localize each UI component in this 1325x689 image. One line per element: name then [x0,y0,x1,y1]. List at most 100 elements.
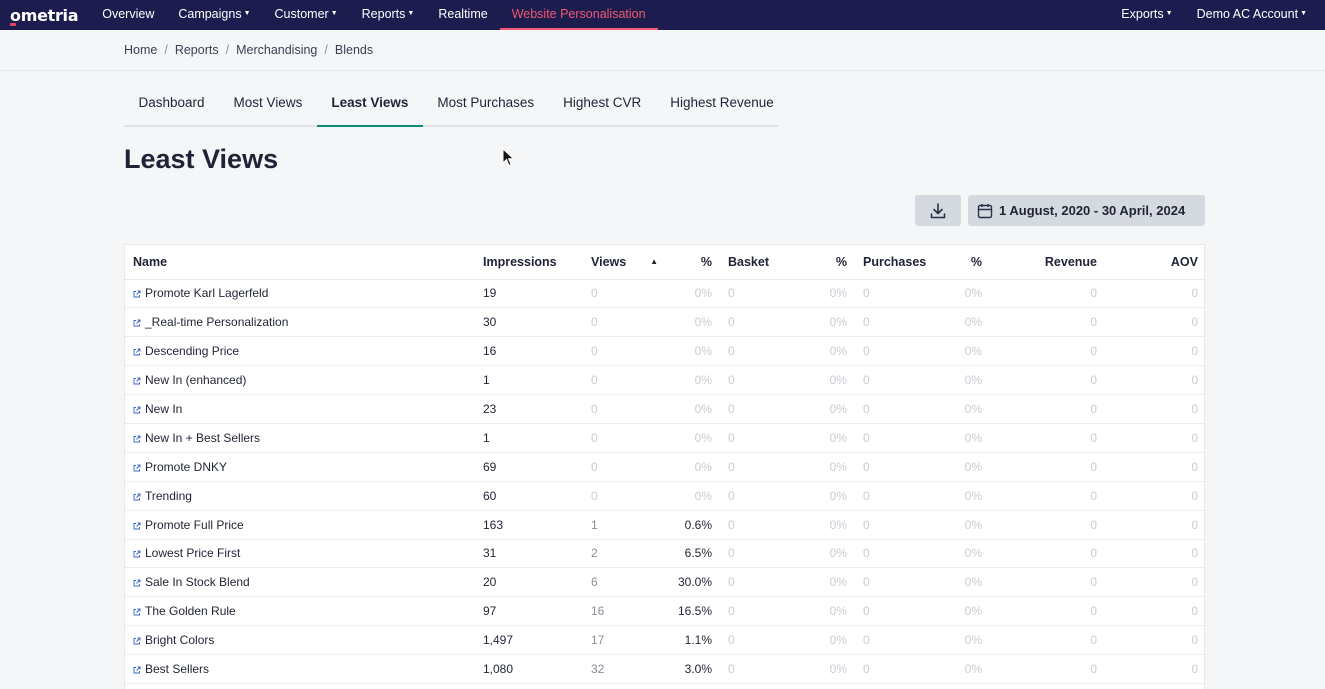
external-link-icon [133,608,141,616]
breadcrumb-item-blends: Blends [334,43,374,57]
breadcrumb-item-merchandising[interactable]: Merchandising [236,43,318,57]
sort-ascending-icon[interactable]: ▲ [650,256,658,266]
blend-link[interactable]: Lowest Price First [133,546,240,560]
cell-purchases: 0 [855,567,935,598]
nav-item-label: Demo AC Account [1196,7,1299,21]
column-header-purchases[interactable]: Purchases [855,245,935,280]
cell-name: New In [125,394,475,424]
column-header-revenue[interactable]: Revenue [990,245,1105,280]
blend-link[interactable]: Promote Karl Lagerfeld [133,286,268,300]
cell-purchases: 0 [855,452,935,482]
cell-basket-percent: 0% [800,625,855,656]
blend-link[interactable]: Promote Full Price [133,518,244,532]
nav-item-exports[interactable]: Exports ▼ [1109,0,1184,30]
ometria-logo[interactable]: ometria [10,6,79,25]
tab-most-purchases[interactable]: Most Purchases [437,95,535,110]
nav-item-overview[interactable]: Overview [90,0,166,30]
column-header-views[interactable]: Views ▲ [583,245,666,280]
external-link-icon [133,290,141,298]
column-header-basket[interactable]: Basket [720,245,800,280]
nav-item-realtime[interactable]: Realtime [426,0,499,30]
tab-least-views[interactable]: Least Views [316,82,423,127]
tab-highest-revenue[interactable]: Highest Revenue [670,95,774,110]
cell-basket: 0 [720,307,800,338]
cell-purchases-percent: 0% [935,481,990,511]
cell-revenue: 0 [990,625,1105,656]
cell-views-percent: 0.6% [666,510,720,540]
cell-basket: 0 [720,625,800,656]
tab-dashboard[interactable]: Dashboard [138,95,205,110]
blend-link[interactable]: New In (enhanced) [133,373,246,387]
cell-views-percent: 0% [666,481,720,511]
blend-link[interactable]: Sale In Stock Blend [133,575,250,589]
column-header-purchases-percent[interactable]: % [935,245,990,280]
external-link-icon [133,319,141,327]
breadcrumb-item-reports[interactable]: Reports [174,43,219,57]
cell-purchases: 0 [855,481,935,511]
column-header-name[interactable]: Name [125,245,475,280]
table-row: Bright Colors 1,497 17 1.1% 0 0% 0 0% 0 0 [125,625,1206,656]
cell-purchases: 0 [855,279,935,309]
blend-link[interactable]: Trending [133,489,192,503]
report-tabs: Dashboard Most Views Least Views Most Purch… [124,82,778,127]
cell-views: 0 [583,336,666,367]
blend-link[interactable]: New In + Best Sellers [133,431,260,445]
cell-aov: 0 [1105,365,1206,396]
table-row: New In + Best Sellers 1 0 0% 0 0% 0 0% 0 0 [125,423,1206,453]
cell-purchases: 0 [855,365,935,396]
table-row: New In 23 0 0% 0 0% 0 0% 0 0 [125,394,1206,424]
blend-link[interactable]: Bright Colors [133,633,214,647]
cell-basket-percent: 0% [800,336,855,367]
cell-revenue: 0 [990,336,1105,367]
cell-revenue: 0 [990,510,1105,540]
nav-item-demo-ac-account[interactable]: Demo AC Account ▼ [1185,0,1319,30]
external-link-icon [133,637,141,645]
caret-down-icon: ▼ [407,10,415,17]
column-header-label: % [835,254,847,269]
blend-name: Sale In Stock Blend [145,575,250,590]
tab-most-views[interactable]: Most Views [233,95,303,110]
blend-link[interactable]: Promote DNKY [133,460,227,474]
column-header-aov[interactable]: AOV [1105,245,1206,280]
nav-item-label: Realtime [438,7,488,21]
nav-item-customer[interactable]: Customer ▼ [263,0,350,30]
cell-impressions: 1,080 [475,654,583,684]
cell-aov: 0 [1105,423,1206,453]
tab-highest-cvr[interactable]: Highest CVR [563,95,642,110]
nav-item-label: Overview [102,7,155,21]
cell-revenue: 0 [990,596,1105,627]
table-row: New In (enhanced) 1 0 0% 0 0% 0 0% 0 0 [125,365,1206,396]
column-header-impressions[interactable]: Impressions [475,245,583,280]
download-button[interactable] [915,195,961,226]
blend-link[interactable]: _Real-time Personalization [133,315,288,329]
column-header-basket-percent[interactable]: % [800,245,855,280]
blend-link[interactable]: Descending Price [133,344,239,358]
cell-name: New In (enhanced) [125,365,475,396]
blend-link[interactable]: The Golden Rule [133,604,236,618]
nav-item-website-personalisation[interactable]: Website Personalisation [499,0,658,30]
nav-item-campaigns[interactable]: Campaigns ▼ [166,0,262,30]
breadcrumb-item-home[interactable]: Home [124,43,158,57]
cell-views-percent: 16.5% [666,596,720,627]
cell-name: Promote Full Price [125,510,475,540]
cell-views: 0 [583,452,666,482]
cell-basket-percent: 0% [800,654,855,684]
cell-name: Best Sellers [125,654,475,684]
cell-purchases-percent: 0% [935,510,990,540]
cell-purchases-percent: 0% [935,423,990,453]
cell-views-percent: 0% [666,423,720,453]
nav-item-reports[interactable]: Reports ▼ [350,0,427,30]
cell-basket: 0 [720,596,800,627]
blend-link[interactable]: New In [133,402,182,416]
external-link-icon [133,406,141,414]
column-header-views-percent[interactable]: % [666,245,720,280]
cell-views-percent: 0% [666,307,720,338]
table-row: Promote Full Price 163 1 0.6% 0 0% 0 0% 0 0 [125,510,1206,540]
cell-basket-percent: 0% [800,423,855,453]
blend-link[interactable]: Best Sellers [133,662,209,676]
cell-views: 1 [583,510,666,540]
external-link-icon [133,493,141,501]
cell-purchases-percent: 0% [935,625,990,656]
date-range-picker[interactable]: 1 August, 2020 - 30 April, 2024 [968,195,1205,226]
cell-basket: 0 [720,423,800,453]
